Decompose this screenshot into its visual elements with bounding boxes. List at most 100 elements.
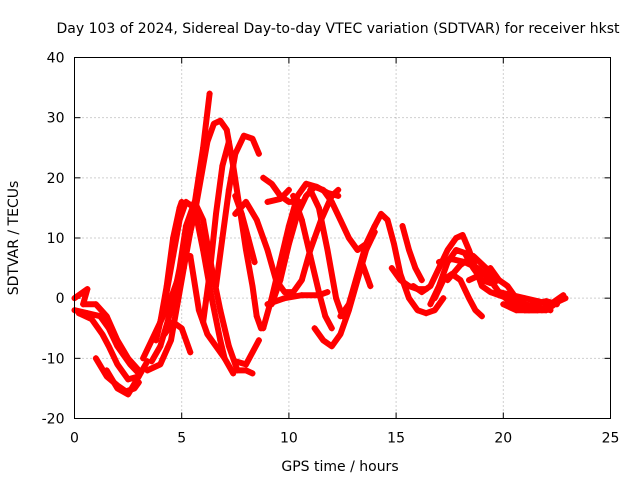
chart-title: Day 103 of 2024, Sidereal Day-to-day VTE… [57,21,620,37]
data-point-marker [457,262,464,269]
x-tick-label: 25 [602,431,620,447]
data-point-marker [307,186,314,193]
data-point-marker [384,216,391,223]
data-point-marker [206,271,213,278]
data-point-marker [217,337,224,344]
data-point-marker [277,277,284,284]
y-tick-label: -10 [42,351,65,367]
tick-labels: 0 5 10 15 20 25 -20 -10 0 10 20 30 40 [42,51,620,447]
data-point-marker [388,265,395,272]
data-point-marker [457,277,464,284]
data-series-line [399,223,425,284]
data-point-marker [363,241,370,247]
data-point-marker [470,253,477,259]
data-point-marker [367,283,374,290]
data-point-marker [191,198,198,205]
data-point-marker [500,301,507,308]
data-point-marker [225,138,232,145]
data-point-marker [249,349,256,356]
data-point-marker [187,229,194,235]
y-tick-label: 0 [56,291,65,307]
data-series-line [232,192,258,266]
data-point-marker [436,259,442,266]
data-point-marker [92,301,99,308]
data-point-marker [264,198,271,205]
data-point-marker [225,186,232,193]
data-point-marker [183,223,189,229]
y-axis-label: SDTVAR / TECUs [6,181,22,296]
data-point-marker [335,186,342,193]
data-point-marker [232,210,239,217]
data-point-marker [178,198,185,205]
data-point-marker [311,183,318,190]
data-point-marker [508,292,515,299]
data-point-marker [354,271,361,278]
plot-frame [74,57,611,419]
data-point-marker [496,289,502,296]
data-point-marker [176,265,183,272]
data-point-marker [307,253,314,259]
data-point-marker [170,319,177,326]
data-point-marker [251,259,258,266]
data-point-marker [363,271,370,278]
data-point-marker [217,117,224,124]
data-point-marker [174,301,181,308]
data-point-marker [397,277,404,284]
data-point-marker [285,198,292,205]
data-point-marker [521,301,528,308]
data-series [71,90,569,398]
data-point-marker [337,331,344,338]
data-point-marker [249,370,256,377]
data-series-line [232,337,262,368]
data-point-marker [427,301,434,308]
data-point-marker [206,90,213,97]
data-point-marker [178,325,185,332]
data-point-marker [337,216,344,223]
data-point-marker [232,358,239,365]
data-point-marker [285,241,292,247]
data-series-line [268,183,447,317]
data-point-marker [230,370,237,377]
data-point-marker [513,307,520,314]
y-tick-label: 40 [47,51,65,67]
data-point-marker [200,247,207,253]
data-point-marker [285,223,292,229]
data-point-marker [105,343,112,350]
data-point-marker [213,210,219,217]
data-point-marker [193,186,200,193]
data-point-marker [298,277,305,284]
data-point-marker [99,331,106,338]
data-point-marker [335,192,342,199]
data-point-marker [88,316,95,323]
data-point-marker [298,216,305,223]
data-point-marker [440,295,447,302]
data-point-marker [219,235,226,241]
data-point-marker [253,313,260,320]
y-tick-label: 10 [47,231,65,247]
grid [74,57,611,419]
data-point-marker [187,253,194,259]
data-point-marker [157,361,164,368]
data-point-marker [324,289,331,296]
data-point-marker [345,301,352,308]
data-point-marker [125,391,132,398]
data-point-marker [491,283,498,290]
data-point-marker [225,343,232,350]
data-point-marker [148,358,155,365]
data-point-marker [260,174,267,181]
data-point-marker [358,259,365,266]
data-point-marker [204,331,211,338]
data-point-marker [453,235,460,241]
data-point-marker [103,367,110,374]
data-point-marker [243,367,249,374]
data-point-marker [324,247,331,253]
data-point-marker [521,295,528,302]
data-point-marker [414,307,421,314]
data-point-marker [418,289,425,296]
data-point-marker [472,307,479,314]
data-point-marker [290,192,297,199]
data-series-line [466,265,502,284]
data-point-marker [75,310,82,317]
data-point-marker [328,198,335,205]
